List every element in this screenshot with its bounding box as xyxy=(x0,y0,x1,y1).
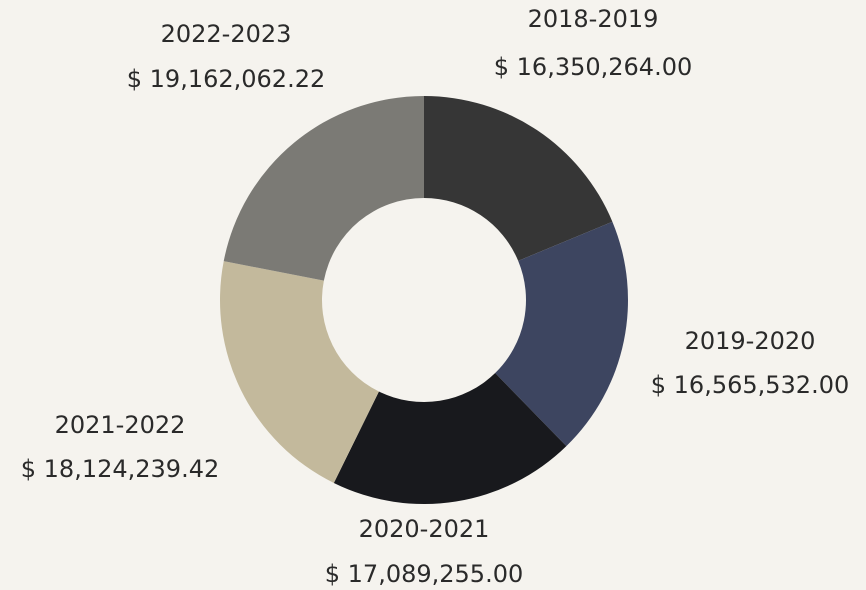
donut-segment xyxy=(219,261,379,483)
donut-segment xyxy=(424,96,613,261)
segment-value-label: $ 18,124,239.42 xyxy=(21,455,219,483)
segment-label: 2019-2020 xyxy=(685,327,816,355)
segment-label: 2020-2021 xyxy=(359,515,490,543)
donut-segment xyxy=(495,221,628,447)
segment-label: 2018-2019 xyxy=(528,5,659,33)
segment-value-label: $ 19,162,062.22 xyxy=(127,65,325,93)
segment-value-label: $ 17,089,255.00 xyxy=(325,560,523,588)
segment-label: 2021-2022 xyxy=(55,411,186,439)
donut-segment xyxy=(223,96,424,281)
segment-value-label: $ 16,350,264.00 xyxy=(494,53,692,81)
segment-label: 2022-2023 xyxy=(161,20,292,48)
segment-value-label: $ 16,565,532.00 xyxy=(651,371,849,399)
donut-segment xyxy=(333,373,567,504)
